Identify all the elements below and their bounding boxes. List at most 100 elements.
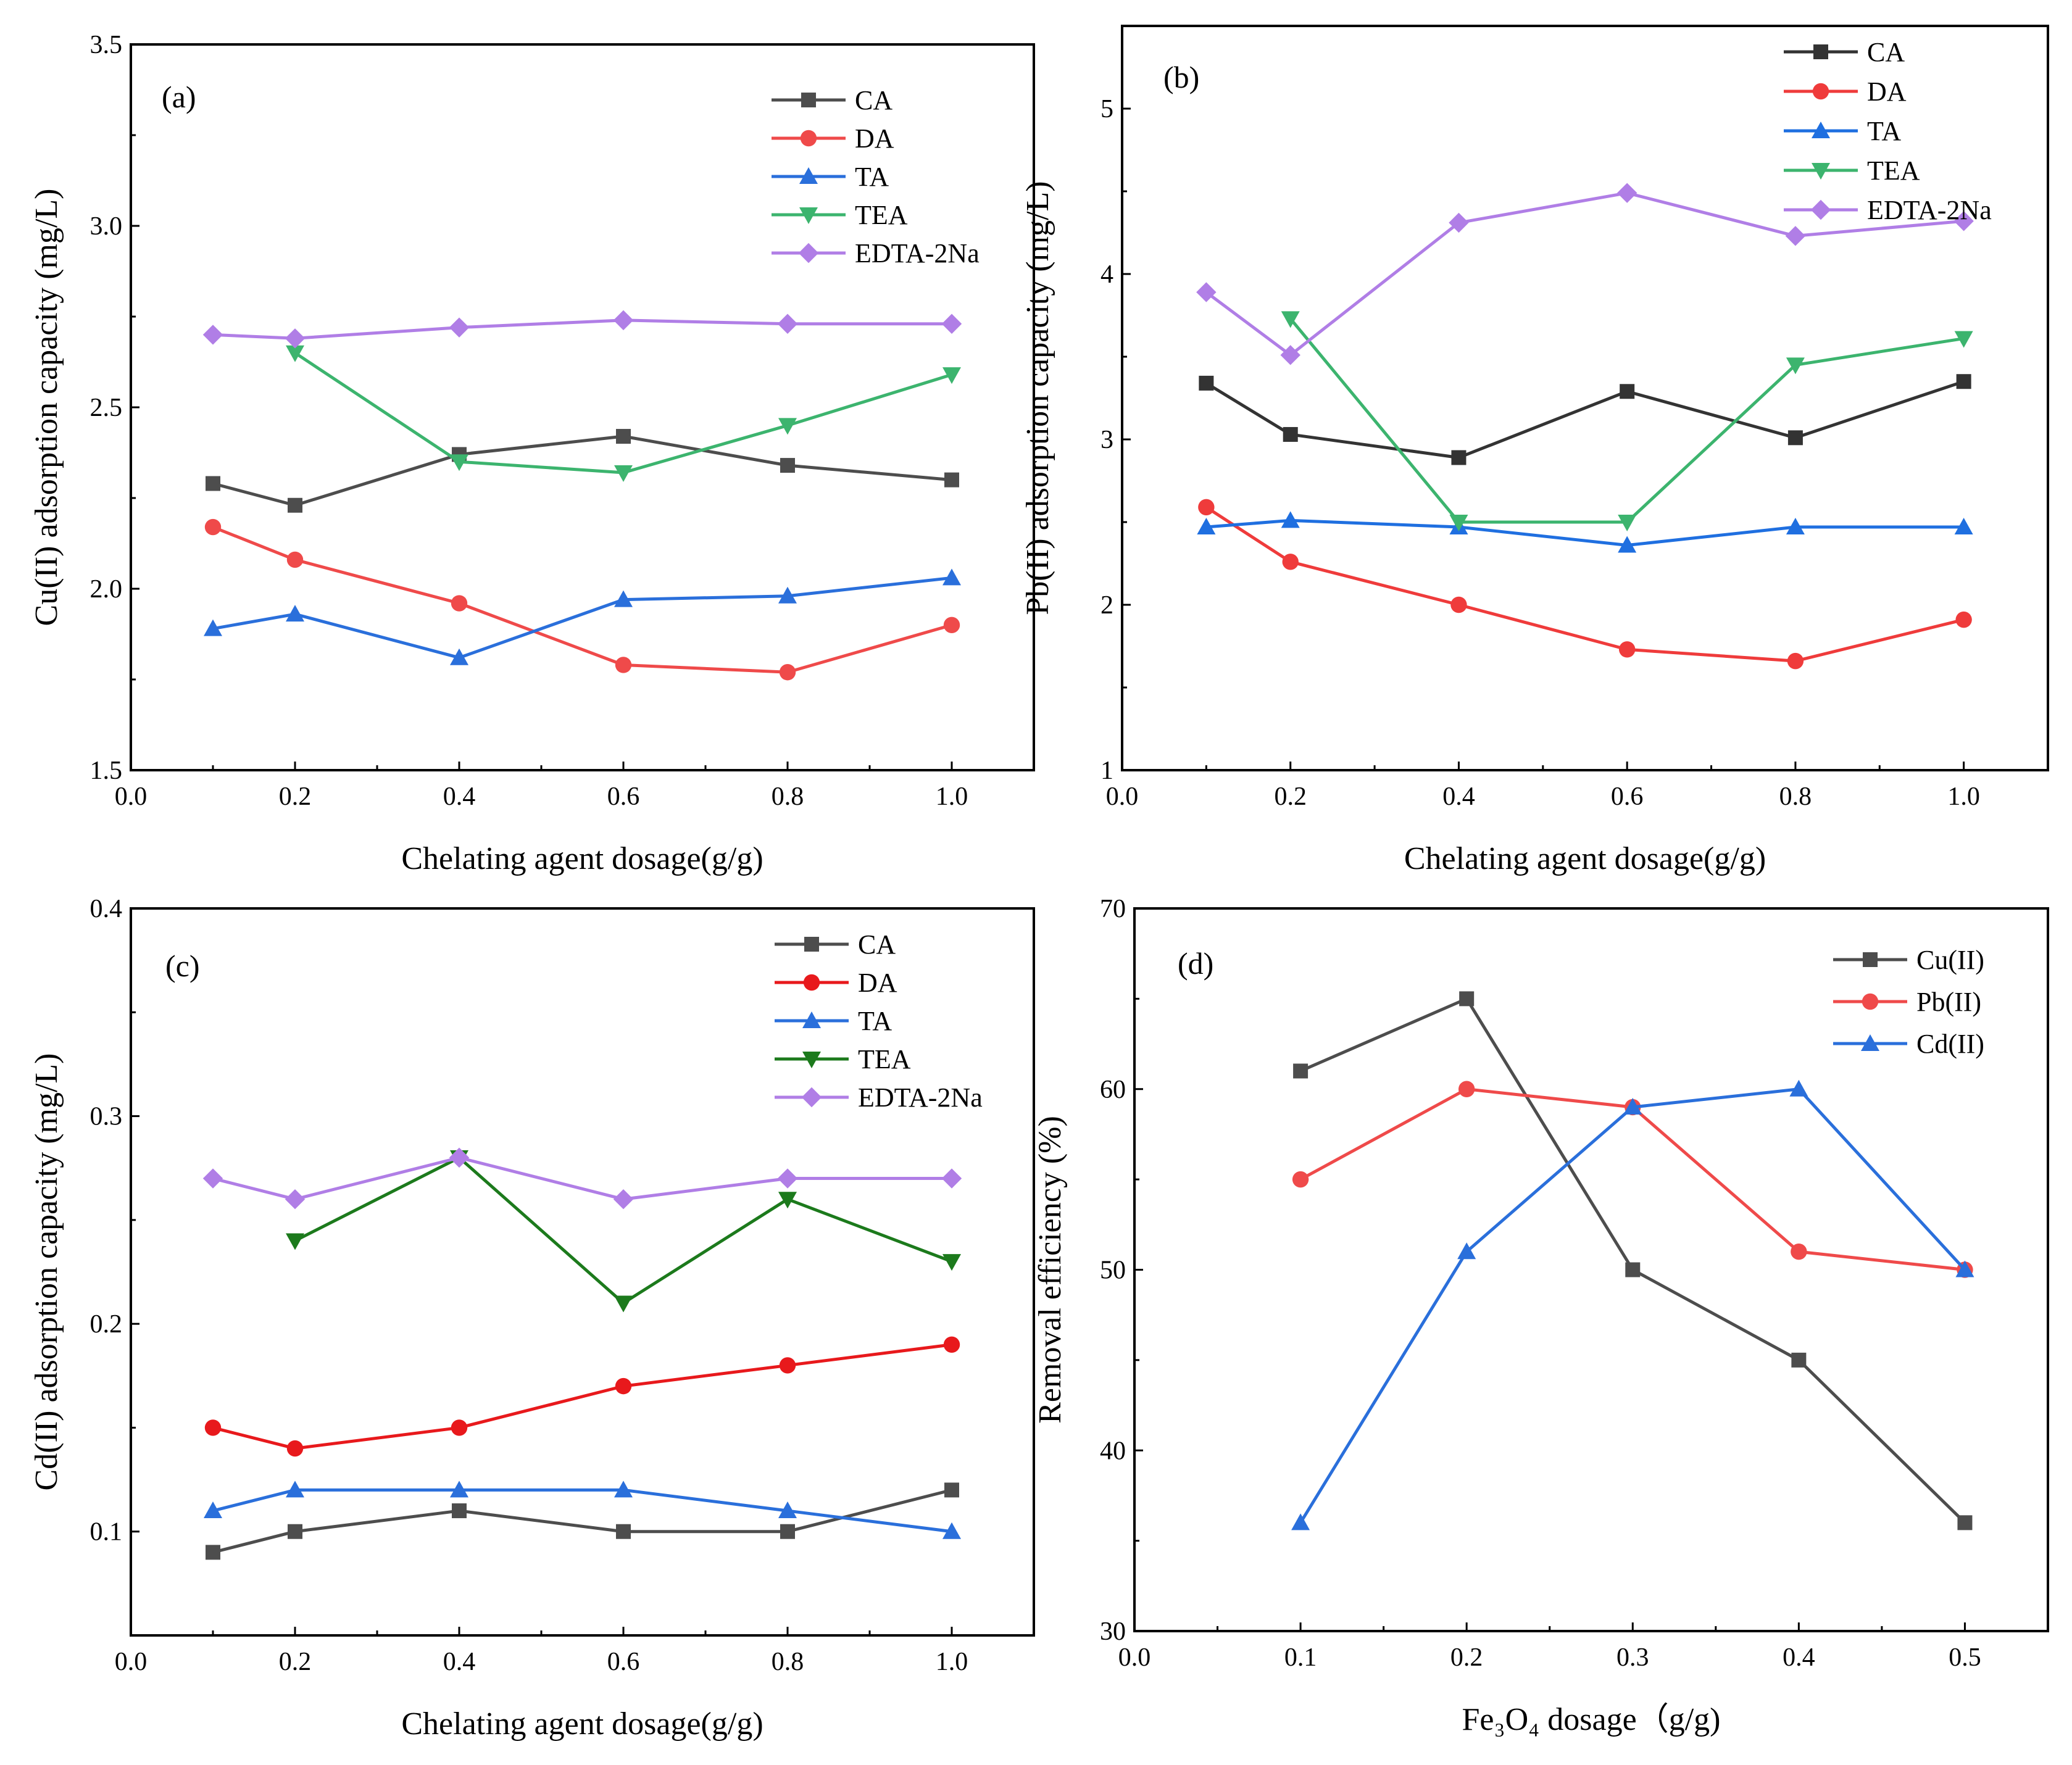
- series-ta: [204, 1481, 961, 1539]
- y-axis-title: Cu(II) adsorption capacity (mg/L): [29, 189, 64, 626]
- legend-marker: [1813, 44, 1828, 59]
- legend-marker: [799, 167, 818, 184]
- x-tick-label: 0.2: [279, 783, 312, 811]
- data-point: [1791, 1244, 1807, 1260]
- data-point: [616, 429, 631, 444]
- data-point: [204, 1501, 222, 1519]
- data-point: [942, 1522, 961, 1539]
- data-point: [1955, 1260, 1974, 1277]
- panel-label: (b): [1163, 60, 1199, 94]
- series-tea: [1281, 311, 1973, 531]
- data-point: [452, 1503, 467, 1519]
- data-point: [777, 1168, 798, 1189]
- x-tick-label: 0.6: [607, 1648, 640, 1676]
- x-axis-title: Chelating agent dosage(g/g): [401, 841, 763, 876]
- series-line: [1205, 380, 1965, 459]
- legend-label: Pb(II): [1916, 987, 1981, 1017]
- data-point: [1625, 1262, 1641, 1277]
- data-point: [614, 1481, 633, 1498]
- x-tick-label: 0.2: [279, 1648, 312, 1676]
- legend-entry: DA: [1784, 77, 1907, 107]
- x-axis-title: Chelating agent dosage(g/g): [401, 1706, 763, 1742]
- y-tick-label: 2: [1100, 591, 1113, 620]
- legend-entry: TA: [775, 1006, 892, 1036]
- data-point: [944, 1482, 959, 1498]
- series-da: [1198, 499, 1972, 670]
- data-point: [613, 310, 634, 331]
- series-line: [212, 1343, 952, 1450]
- y-tick-label: 3: [1100, 426, 1113, 454]
- data-point: [614, 1295, 633, 1313]
- series-cu-ii-: [1293, 991, 1973, 1530]
- data-point: [1789, 1079, 1808, 1097]
- series-edta-2na: [202, 1147, 962, 1210]
- x-tick-label: 0.4: [1783, 1643, 1815, 1672]
- data-point: [1623, 1098, 1642, 1115]
- y-axis-title: Cd(II) adsorption capacity (mg/L): [29, 1053, 64, 1491]
- legend-entry: EDTA-2Na: [1784, 195, 1992, 225]
- data-point: [1953, 211, 1974, 231]
- series-tea: [286, 345, 961, 482]
- series-da: [204, 518, 960, 681]
- x-tick-label: 0.4: [1442, 783, 1475, 811]
- legend-entry: CA: [772, 85, 892, 115]
- data-point: [1957, 1515, 1973, 1530]
- y-tick-label: 40: [1100, 1437, 1126, 1465]
- y-tick-label: 0.4: [90, 895, 123, 923]
- data-point: [1449, 515, 1468, 531]
- x-tick-label: 0.4: [443, 783, 476, 811]
- data-point: [286, 345, 304, 362]
- x-tick-label: 0.8: [772, 1648, 804, 1676]
- y-tick-label: 1: [1100, 757, 1113, 785]
- x-tick-label: 0.5: [1949, 1643, 1981, 1672]
- panel-label: (c): [165, 949, 200, 983]
- legend-marker: [1863, 952, 1878, 967]
- data-point: [778, 418, 797, 435]
- data-point: [286, 1440, 304, 1457]
- series-line: [1205, 191, 1964, 357]
- x-tick-label: 0.0: [1106, 783, 1139, 811]
- data-point: [285, 328, 306, 349]
- x-axis-title: Fe₃O₄ dosage（g/g): [1462, 1702, 1721, 1737]
- legend-marker: [1810, 199, 1831, 220]
- data-point: [1293, 1063, 1309, 1079]
- data-point: [450, 454, 468, 471]
- legend-label: EDTA-2Na: [855, 238, 980, 268]
- data-point: [941, 1168, 962, 1189]
- data-point: [1292, 1171, 1309, 1188]
- legend-label: DA: [1867, 77, 1907, 107]
- x-axis-title: Chelating agent dosage(g/g): [1404, 841, 1766, 876]
- data-point: [1620, 384, 1635, 399]
- data-point: [780, 458, 795, 473]
- x-tick-label: 1.0: [936, 783, 968, 811]
- data-point: [451, 1419, 468, 1436]
- y-tick-label: 70: [1100, 895, 1126, 923]
- legend-marker: [802, 1011, 821, 1028]
- legend-entry: TEA: [1784, 156, 1920, 186]
- legend-marker: [801, 93, 816, 107]
- y-axis-title: Removal efficiency (%): [1033, 1116, 1068, 1424]
- panel-1: 0.0 0.2 0.4 0.6 0.8 1.0 1 2 3 4 5 Chelating agent d…: [1020, 25, 2049, 876]
- legend-marker: [800, 130, 817, 147]
- data-point: [777, 314, 798, 334]
- x-tick-label: 0.3: [1616, 1643, 1649, 1672]
- data-point: [202, 325, 223, 345]
- data-point: [1786, 518, 1805, 535]
- y-tick-label: 0.3: [90, 1103, 123, 1131]
- data-point: [614, 590, 633, 607]
- data-point: [779, 664, 796, 681]
- series-line: [212, 318, 952, 340]
- data-point: [944, 472, 959, 488]
- legend-entry: EDTA-2Na: [775, 1082, 983, 1113]
- data-point: [204, 619, 222, 636]
- data-point: [1954, 331, 1973, 348]
- data-point: [451, 595, 468, 612]
- legend-marker: [1812, 122, 1830, 138]
- series-ca: [1199, 374, 1971, 465]
- data-point: [942, 1254, 961, 1271]
- data-point: [1281, 311, 1300, 328]
- legend-marker: [1812, 163, 1830, 180]
- x-tick-label: 0.0: [115, 1648, 148, 1676]
- data-point: [1954, 518, 1973, 535]
